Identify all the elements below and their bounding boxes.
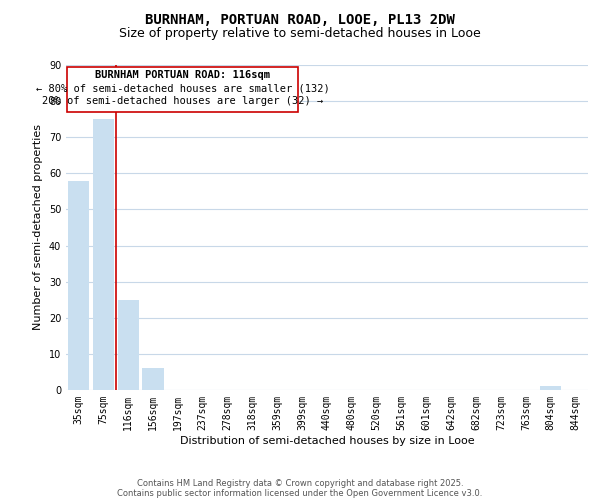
Bar	[93, 119, 114, 390]
X-axis label: Distribution of semi-detached houses by size in Looe: Distribution of semi-detached houses by …	[179, 436, 475, 446]
Y-axis label: Number of semi-detached properties: Number of semi-detached properties	[33, 124, 43, 330]
Text: Contains HM Land Registry data © Crown copyright and database right 2025.: Contains HM Land Registry data © Crown c…	[137, 478, 463, 488]
Text: 20% of semi-detached houses are larger (32) →: 20% of semi-detached houses are larger (…	[42, 96, 323, 106]
Bar	[540, 386, 561, 390]
FancyBboxPatch shape	[67, 67, 298, 112]
Bar	[68, 180, 89, 390]
Bar	[142, 368, 164, 390]
Text: BURNHAM PORTUAN ROAD: 116sqm: BURNHAM PORTUAN ROAD: 116sqm	[95, 70, 271, 81]
Bar	[118, 300, 139, 390]
Text: ← 80% of semi-detached houses are smaller (132): ← 80% of semi-detached houses are smalle…	[36, 83, 330, 93]
Text: Size of property relative to semi-detached houses in Looe: Size of property relative to semi-detach…	[119, 28, 481, 40]
Text: BURNHAM, PORTUAN ROAD, LOOE, PL13 2DW: BURNHAM, PORTUAN ROAD, LOOE, PL13 2DW	[145, 12, 455, 26]
Text: Contains public sector information licensed under the Open Government Licence v3: Contains public sector information licen…	[118, 488, 482, 498]
